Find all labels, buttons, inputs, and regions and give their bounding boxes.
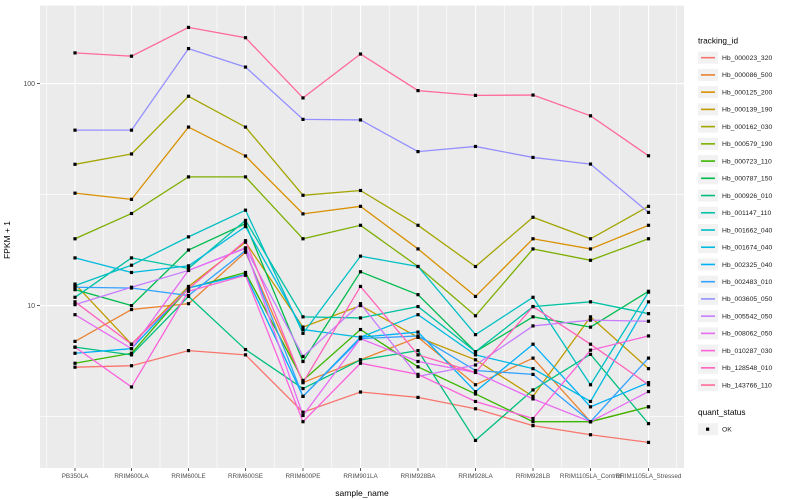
svg-text:RRIM600PE: RRIM600PE bbox=[286, 473, 321, 480]
svg-text:Hb_000023_320: Hb_000023_320 bbox=[722, 55, 772, 62]
svg-text:Hb_000787_150: Hb_000787_150 bbox=[722, 176, 772, 183]
svg-text:RRIM600LE: RRIM600LE bbox=[171, 473, 205, 480]
svg-text:RRIM1105LA_Stressed: RRIM1105LA_Stressed bbox=[616, 473, 682, 480]
svg-text:OK: OK bbox=[722, 427, 732, 434]
svg-text:Hb_000579_190: Hb_000579_190 bbox=[722, 141, 772, 148]
svg-text:tracking_id: tracking_id bbox=[698, 36, 739, 46]
svg-text:Hb_128548_010: Hb_128548_010 bbox=[722, 365, 772, 372]
svg-text:FPKM + 1: FPKM + 1 bbox=[2, 221, 12, 259]
svg-text:RRIM928BA: RRIM928BA bbox=[401, 473, 437, 480]
svg-text:RRIM928LB: RRIM928LB bbox=[516, 473, 550, 480]
svg-text:Hb_000926_010: Hb_000926_010 bbox=[722, 193, 772, 200]
svg-text:Hb_143766_110: Hb_143766_110 bbox=[722, 382, 772, 389]
svg-text:Hb_000723_110: Hb_000723_110 bbox=[722, 158, 772, 165]
svg-text:Hb_000139_190: Hb_000139_190 bbox=[722, 107, 772, 114]
svg-text:Hb_010287_030: Hb_010287_030 bbox=[722, 348, 772, 355]
svg-text:Hb_005542_050: Hb_005542_050 bbox=[722, 313, 772, 320]
svg-text:RRIM600LA: RRIM600LA bbox=[114, 473, 149, 480]
svg-text:Hb_001662_040: Hb_001662_040 bbox=[722, 227, 772, 234]
svg-text:quant_status: quant_status bbox=[698, 407, 746, 417]
svg-text:100: 100 bbox=[23, 81, 35, 88]
svg-text:RRIM901LA: RRIM901LA bbox=[343, 473, 378, 480]
svg-text:Hb_000086_500: Hb_000086_500 bbox=[722, 72, 772, 79]
svg-text:Hb_000162_030: Hb_000162_030 bbox=[722, 124, 772, 131]
svg-text:Hb_003605_050: Hb_003605_050 bbox=[722, 296, 772, 303]
svg-text:sample_name: sample_name bbox=[335, 488, 389, 498]
svg-text:Hb_001674_040: Hb_001674_040 bbox=[722, 245, 772, 252]
svg-text:PB350LA: PB350LA bbox=[62, 473, 89, 480]
svg-text:RRIM1105LA_Control: RRIM1105LA_Control bbox=[560, 473, 621, 480]
svg-text:10: 10 bbox=[27, 303, 35, 310]
svg-text:Hb_000125_200: Hb_000125_200 bbox=[722, 89, 772, 96]
svg-text:Hb_002325_040: Hb_002325_040 bbox=[722, 262, 772, 269]
svg-text:Hb_008062_050: Hb_008062_050 bbox=[722, 331, 772, 338]
svg-text:RRIM600SE: RRIM600SE bbox=[228, 473, 263, 480]
svg-text:RRIM928LA: RRIM928LA bbox=[458, 473, 493, 480]
svg-text:Hb_002483_010: Hb_002483_010 bbox=[722, 279, 772, 286]
svg-text:Hb_001147_110: Hb_001147_110 bbox=[722, 210, 771, 217]
